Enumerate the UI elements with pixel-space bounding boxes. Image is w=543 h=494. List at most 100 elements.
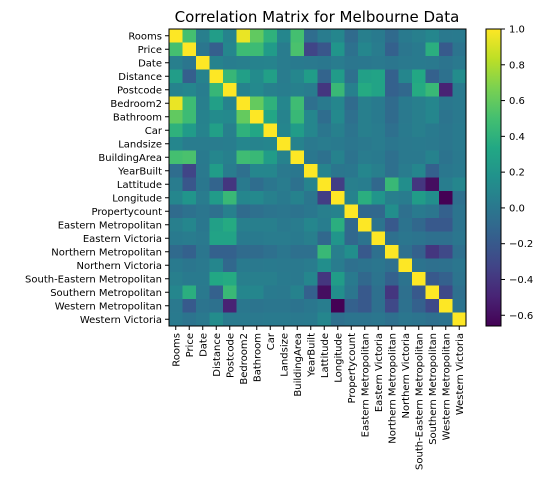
heatmap-cell [196, 312, 210, 327]
heatmap-cell [250, 218, 264, 232]
heatmap-cell [358, 110, 372, 124]
heatmap-cell [182, 258, 197, 273]
x-tick-label: South-Eastern Metropolitan [414, 333, 425, 470]
heatmap-cell [250, 245, 264, 259]
heatmap-cell [250, 137, 264, 151]
heatmap-cell [223, 177, 237, 192]
heatmap-cell [250, 272, 264, 286]
heatmap-cell [196, 83, 210, 97]
heatmap-cell [304, 69, 318, 84]
heatmap-cell [169, 164, 183, 178]
heatmap-cell [425, 258, 440, 273]
y-tick-label: Landsize [118, 139, 162, 150]
y-tick-label: Propertycount [91, 207, 162, 218]
heatmap-cell [290, 285, 305, 300]
heatmap-cell [169, 150, 183, 165]
heatmap-cell [169, 110, 183, 124]
heatmap-cell [371, 285, 386, 300]
heatmap-cell [344, 123, 359, 138]
heatmap-cell [439, 96, 453, 111]
heatmap-cell [439, 164, 453, 178]
heatmap-cell [236, 245, 251, 259]
heatmap-cell [196, 137, 210, 151]
heatmap-cell [290, 272, 305, 286]
heatmap-cell [371, 191, 386, 205]
heatmap-cell [182, 96, 197, 111]
heatmap-cell [223, 56, 237, 70]
heatmap-cell [290, 83, 305, 97]
colorbar-tick-label: 0.2 [509, 168, 525, 179]
heatmap-cell [263, 137, 278, 151]
heatmap-cell [331, 83, 345, 97]
heatmap-cell [250, 96, 264, 111]
y-tick-label: Date [138, 58, 162, 69]
x-tick-label: Rooms [171, 333, 182, 367]
heatmap-cell [452, 191, 467, 205]
heatmap-cell [331, 258, 345, 273]
heatmap-cell [452, 285, 467, 300]
heatmap-cell [331, 29, 345, 43]
heatmap-cell [290, 42, 305, 57]
heatmap-cell [425, 285, 440, 300]
heatmap-cell [398, 272, 413, 286]
heatmap-cell [250, 285, 264, 300]
heatmap-cell [169, 123, 183, 138]
heatmap-cell [290, 218, 305, 232]
colorbar [485, 28, 502, 327]
chart-title: Correlation Matrix for Melbourne Data [175, 8, 460, 26]
heatmap-cell [290, 231, 305, 246]
heatmap-cell [344, 218, 359, 232]
heatmap-cell [331, 191, 345, 205]
heatmap-cell [371, 29, 386, 43]
heatmap-cell [385, 69, 399, 84]
x-tick-label: Southern Metropolitan [428, 333, 439, 445]
heatmap-cell [452, 150, 467, 165]
y-tick-label: Car [145, 126, 163, 137]
y-tick-label: Lattitude [117, 180, 162, 191]
heatmap-cell [223, 299, 237, 313]
heatmap-cell [290, 204, 305, 219]
heatmap-cell [236, 231, 251, 246]
heatmap-cell [425, 83, 440, 97]
heatmap-cell [331, 42, 345, 57]
heatmap-cell [223, 110, 237, 124]
heatmap-cell [263, 299, 278, 313]
heatmap-cell [412, 83, 426, 97]
heatmap-cell [196, 56, 210, 70]
heatmap-cell [263, 164, 278, 178]
heatmap-cell [331, 299, 345, 313]
heatmap-cell [398, 231, 413, 246]
heatmap-cell [398, 69, 413, 84]
heatmap-cell [250, 150, 264, 165]
heatmap-cell [371, 56, 386, 70]
heatmap-cell [196, 69, 210, 84]
heatmap-cell [209, 204, 224, 219]
heatmap-cell [263, 272, 278, 286]
heatmap-cell [304, 150, 318, 165]
heatmap-cell [425, 164, 440, 178]
heatmap-cell [425, 29, 440, 43]
heatmap-cell [223, 272, 237, 286]
heatmap-cell [263, 245, 278, 259]
heatmap-cell [344, 204, 359, 219]
heatmap-cell [385, 83, 399, 97]
heatmap-cell [371, 164, 386, 178]
heatmap-cell [182, 299, 197, 313]
colorbar-tick-label: 0.8 [509, 60, 525, 71]
heatmap-cell [358, 96, 372, 111]
heatmap-cell [331, 110, 345, 124]
heatmap-cell [412, 96, 426, 111]
heatmap-cell [344, 96, 359, 111]
heatmap-cell [263, 110, 278, 124]
heatmap-cell [385, 123, 399, 138]
x-tick-label: Postcode [225, 333, 236, 378]
heatmap-cell [196, 218, 210, 232]
heatmap-cell [344, 299, 359, 313]
heatmap-cell [209, 137, 224, 151]
heatmap-cell [169, 177, 183, 192]
heatmap-cell [452, 218, 467, 232]
heatmap-cell [439, 272, 453, 286]
heatmap-cell [425, 218, 440, 232]
heatmap-cell [290, 110, 305, 124]
